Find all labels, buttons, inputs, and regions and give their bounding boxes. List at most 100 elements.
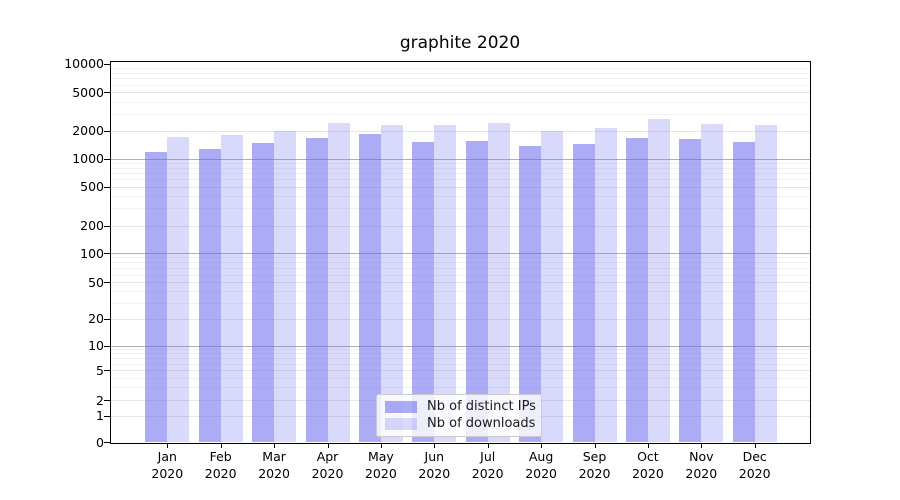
y-tick-label-200: 200 xyxy=(80,218,104,233)
x-tick-label-mar-2020: Mar 2020 xyxy=(258,449,290,481)
y-tick-1000 xyxy=(104,158,110,160)
bar-nb-of-distinct-ips-dec-2020 xyxy=(732,141,755,443)
x-tick-label-oct-2020: Oct 2020 xyxy=(631,449,664,481)
legend-swatch-downloads xyxy=(385,418,417,430)
bar-nb-of-downloads-aug-2020 xyxy=(541,131,564,443)
major-gridline-100 xyxy=(110,253,810,254)
y-tick-500 xyxy=(104,186,110,188)
minor-gridline-80 xyxy=(110,262,810,264)
x-tick-dec-2020 xyxy=(754,443,756,448)
minor-gridline-6000 xyxy=(110,84,810,86)
x-tick-oct-2020 xyxy=(647,443,649,448)
x-tick-label-sep-2020: Sep 2020 xyxy=(578,449,611,481)
bar-nb-of-distinct-ips-jun-2020 xyxy=(412,141,435,443)
bar-nb-of-downloads-apr-2020 xyxy=(327,122,350,443)
gridline-50 xyxy=(110,282,810,284)
bar-nb-of-distinct-ips-apr-2020 xyxy=(305,138,328,443)
x-tick-label-jun-2020: Jun 2020 xyxy=(418,449,451,481)
minor-gridline-60 xyxy=(110,274,810,276)
chart-title: graphite 2020 xyxy=(399,33,521,53)
bar-nb-of-distinct-ips-sep-2020 xyxy=(572,144,595,443)
legend-item-distinct-ips: Nb of distinct IPs xyxy=(377,400,541,414)
y-tick-100 xyxy=(104,253,110,254)
y-tick-0 xyxy=(104,442,110,443)
legend-item-downloads: Nb of downloads xyxy=(377,417,541,431)
minor-gridline-6 xyxy=(110,363,810,365)
y-tick-2 xyxy=(104,400,110,402)
bar-nb-of-downloads-jul-2020 xyxy=(487,123,510,443)
minor-gridline-3000 xyxy=(110,113,810,115)
y-tick-20 xyxy=(104,318,110,320)
bar-nb-of-downloads-nov-2020 xyxy=(701,123,724,443)
x-tick-jan-2020 xyxy=(167,443,169,448)
y-tick-200 xyxy=(104,225,110,227)
bar-nb-of-distinct-ips-jul-2020 xyxy=(465,141,488,443)
gridline-200 xyxy=(110,225,810,227)
gridline-2000 xyxy=(110,130,810,132)
minor-gridline-7 xyxy=(110,358,810,360)
bar-nb-of-downloads-jun-2020 xyxy=(434,125,457,443)
bar-nb-of-downloads-dec-2020 xyxy=(754,125,777,443)
major-gridline-1000 xyxy=(110,158,810,160)
legend-label-downloads: Nb of downloads xyxy=(427,416,536,431)
y-tick-label-1: 1 xyxy=(96,408,104,423)
y-tick-50 xyxy=(104,282,110,284)
bar-nb-of-downloads-sep-2020 xyxy=(594,128,617,443)
minor-gridline-9 xyxy=(110,349,810,351)
bar-nb-of-distinct-ips-nov-2020 xyxy=(679,139,702,443)
x-tick-jul-2020 xyxy=(487,443,489,448)
minor-gridline-4000 xyxy=(110,101,810,103)
plot-border xyxy=(110,61,811,444)
bar-nb-of-distinct-ips-feb-2020 xyxy=(198,148,221,443)
y-tick-label-0: 0 xyxy=(96,434,104,450)
y-tick-10 xyxy=(104,345,110,347)
y-tick-10000 xyxy=(104,63,110,65)
y-tick-label-10: 10 xyxy=(88,338,104,353)
y-tick-label-100: 100 xyxy=(80,245,104,261)
minor-gridline-900 xyxy=(110,163,810,165)
minor-gridline-9000 xyxy=(110,67,810,69)
x-tick-label-nov-2020: Nov 2020 xyxy=(685,449,718,481)
minor-gridline-600 xyxy=(110,179,810,181)
minor-gridline-70 xyxy=(110,268,810,270)
bar-nb-of-distinct-ips-mar-2020 xyxy=(252,143,275,443)
y-tick-label-50: 50 xyxy=(88,274,104,290)
legend: Nb of distinct IPs Nb of downloads xyxy=(376,394,542,437)
bar-nb-of-downloads-oct-2020 xyxy=(647,119,670,443)
bar-nb-of-downloads-feb-2020 xyxy=(220,134,243,443)
major-gridline-10 xyxy=(110,345,810,347)
y-tick-2000 xyxy=(104,130,110,132)
y-tick-1 xyxy=(104,415,110,417)
y-tick-label-2000: 2000 xyxy=(72,123,104,139)
x-tick-label-dec-2020: Dec 2020 xyxy=(738,449,771,481)
y-tick-label-20: 20 xyxy=(88,311,104,327)
minor-gridline-4 xyxy=(110,377,810,379)
minor-gridline-3 xyxy=(110,386,810,388)
bar-nb-of-downloads-mar-2020 xyxy=(274,130,297,443)
x-tick-may-2020 xyxy=(380,443,382,448)
bar-nb-of-distinct-ips-may-2020 xyxy=(358,134,381,443)
minor-gridline-30 xyxy=(110,302,810,304)
x-tick-label-feb-2020: Feb 2020 xyxy=(204,449,237,481)
minor-gridline-800 xyxy=(110,167,810,169)
x-tick-label-aug-2020: Aug 2020 xyxy=(525,449,557,481)
minor-gridline-8 xyxy=(110,353,810,355)
bar-nb-of-distinct-ips-oct-2020 xyxy=(625,137,648,443)
y-tick-label-2: 2 xyxy=(96,392,104,408)
minor-gridline-40 xyxy=(110,291,810,293)
x-tick-jun-2020 xyxy=(434,443,436,448)
minor-gridline-300 xyxy=(110,208,810,210)
y-tick-5 xyxy=(104,370,110,372)
x-tick-label-jan-2020: Jan 2020 xyxy=(151,449,184,481)
x-tick-nov-2020 xyxy=(701,443,703,448)
x-tick-label-jul-2020: Jul 2020 xyxy=(471,449,504,481)
y-tick-label-500: 500 xyxy=(80,179,104,195)
minor-gridline-700 xyxy=(110,173,810,175)
y-tick-label-5: 5 xyxy=(96,362,104,378)
minor-gridline-400 xyxy=(110,196,810,198)
bar-nb-of-downloads-may-2020 xyxy=(380,124,403,443)
y-tick-label-10000: 10000 xyxy=(64,56,104,71)
minor-gridline-7000 xyxy=(110,78,810,80)
minor-gridline-90 xyxy=(110,257,810,259)
